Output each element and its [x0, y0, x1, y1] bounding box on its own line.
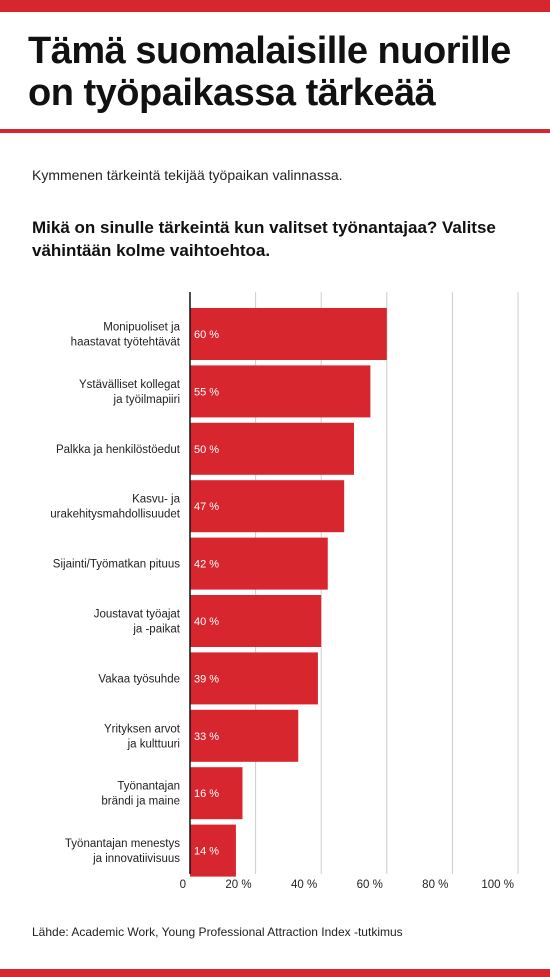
subtitle: Kymmenen tärkeintä tekijää työpaikan val… [32, 167, 343, 183]
bar [190, 709, 299, 762]
bar [190, 365, 371, 418]
bar [190, 537, 328, 590]
category-label: Monipuoliset ja haastavat työtehtävät [71, 322, 181, 349]
category-label: Joustavat työajat ja -paikat [94, 609, 181, 636]
bar-value-label: 55 % [194, 386, 219, 398]
category-label: Kasvu- ja urakehitysmahdollisuudet [50, 494, 181, 521]
x-tick-label: 80 % [422, 879, 448, 891]
bar-value-label: 40 % [194, 616, 219, 628]
category-label: Palkka ja henkilöstöedut [56, 444, 181, 456]
x-tick-label: 60 % [357, 879, 383, 891]
bar-value-label: 60 % [194, 329, 219, 341]
category-label: Vakaa työsuhde [98, 673, 180, 685]
x-tick-label: 40 % [291, 879, 317, 891]
bar-value-label: 42 % [194, 559, 219, 571]
bottom-accent-bar [0, 969, 550, 977]
bar [190, 824, 236, 877]
page-title: Tämä suomalaisille nuorille on työpaikas… [28, 30, 511, 114]
bar-value-label: 50 % [194, 444, 219, 456]
category-label: Työnantajan brändi ja maine [101, 781, 180, 808]
bar-value-label: 33 % [194, 731, 219, 743]
category-label: Ystävälliset kollegat ja työilmapiiri [79, 379, 181, 406]
bar-value-label: 16 % [194, 788, 219, 800]
bar [190, 422, 354, 475]
category-label: Työnantajan menestys ja innovatiivisuus [65, 838, 180, 865]
bar-value-label: 47 % [194, 501, 219, 513]
title-divider [0, 129, 550, 133]
top-accent-bar [0, 0, 550, 12]
source-note: Lähde: Academic Work, Young Professional… [32, 925, 403, 939]
x-tick-label: 0 [180, 879, 186, 891]
survey-question: Mikä on sinulle tärkeintä kun valitset t… [32, 218, 496, 260]
x-tick-label: 100 % [481, 879, 514, 891]
bar [190, 652, 318, 705]
category-label: Yrityksen arvot ja kulttuuri [104, 723, 181, 750]
bar [190, 480, 345, 533]
bar-value-label: 14 % [194, 846, 219, 858]
x-tick-label: 20 % [225, 879, 251, 891]
bar-value-label: 39 % [194, 673, 219, 685]
bar-chart: 60 % Monipuoliset ja haastavat työtehtävät… [50, 292, 519, 891]
bar [190, 308, 387, 360]
category-label: Sijainti/Työmatkan pituus [53, 559, 180, 571]
bar [190, 595, 322, 647]
bar [190, 767, 243, 820]
